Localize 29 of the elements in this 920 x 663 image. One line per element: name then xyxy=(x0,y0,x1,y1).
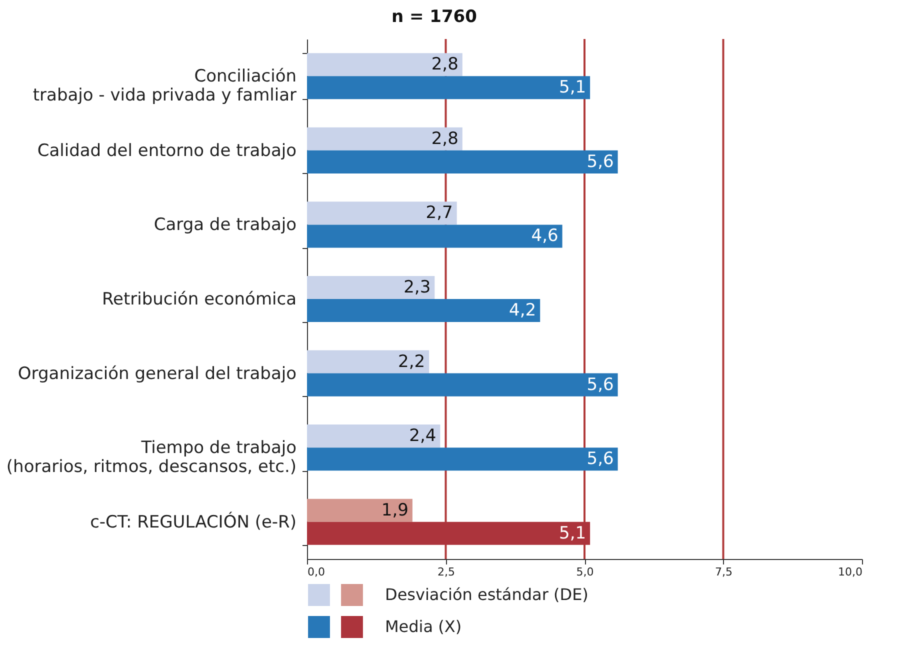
data-label: 2,8 xyxy=(431,128,458,149)
y-tick-label: Retribución económica xyxy=(102,290,296,310)
data-label: 4,6 xyxy=(531,226,558,246)
x-tick-label: 2,5 xyxy=(438,566,455,578)
data-label: 5,1 xyxy=(559,78,586,98)
data-label: 2,4 xyxy=(409,426,436,446)
data-label: 5,6 xyxy=(586,374,614,395)
x-tick-label: 0,0 xyxy=(308,566,325,578)
data-label: 1,9 xyxy=(381,500,408,520)
data-label: 4,2 xyxy=(509,300,536,321)
data-label: 2,2 xyxy=(398,352,426,372)
data-label: 5,6 xyxy=(586,449,614,470)
data-label: 2,3 xyxy=(404,277,431,298)
data-label: 2,8 xyxy=(431,54,458,75)
x-tick-label: 7,5 xyxy=(715,566,732,578)
y-tick-label: c-CT: REGULACIÓN (e-R) xyxy=(90,511,296,532)
legend-label: Desviación estándar (DE) xyxy=(385,585,588,604)
y-tick-label: Organización general del trabajo xyxy=(18,364,296,384)
data-label: 2,7 xyxy=(426,203,453,224)
legend-label: Media (X) xyxy=(385,617,462,636)
data-label: 5,6 xyxy=(586,152,614,172)
chart-title: n = 1760 xyxy=(391,7,478,27)
y-tick-label: Conciliación trabajo - vida privada y famliar xyxy=(32,66,296,106)
y-tick-label: Tiempo de trabajo (horarios, ritmos, descansos, etc.) xyxy=(6,438,296,478)
x-tick-label: 5,0 xyxy=(576,566,594,578)
y-tick-label: Calidad del entorno de trabajo xyxy=(37,140,296,161)
x-tick-label: 10,0 xyxy=(838,566,862,578)
y-tick-label: Carga de trabajo xyxy=(154,215,296,236)
data-label: 5,1 xyxy=(559,523,586,544)
